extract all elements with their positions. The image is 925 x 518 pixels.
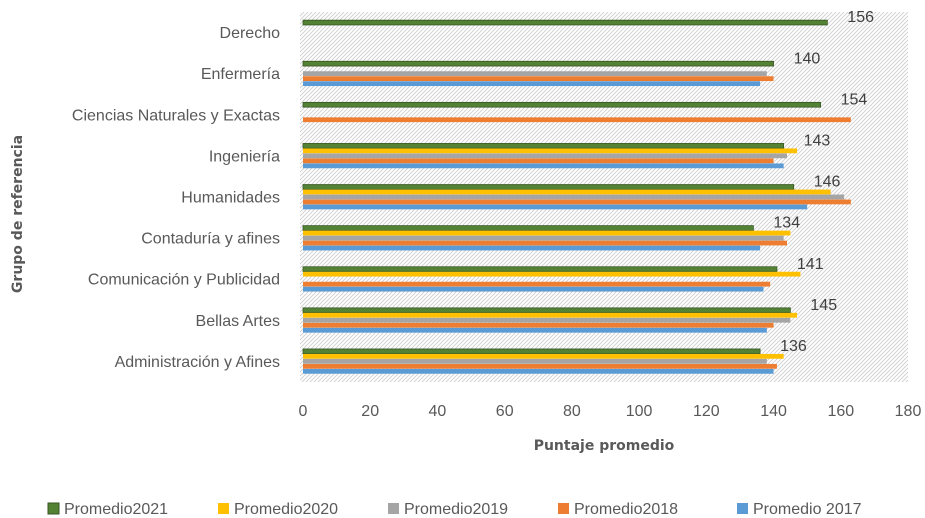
- x-tick-label: 0: [299, 403, 308, 420]
- bar-promedio2021-5: [302, 143, 785, 149]
- data-label: 136: [780, 338, 807, 355]
- data-label: 156: [847, 9, 874, 26]
- bar-promedio-2017-5: [303, 163, 784, 169]
- x-tick-label: 180: [895, 403, 922, 420]
- legend-swatch: [388, 503, 399, 514]
- category-label: Contaduría y afines: [141, 231, 280, 248]
- bar-promedio2018-3: [303, 240, 787, 246]
- bar-promedio2020-5: [303, 148, 798, 154]
- bar-promedio2021-7: [302, 60, 774, 67]
- legend-swatch: [47, 502, 60, 515]
- legend-label: Promedio2019: [404, 501, 508, 518]
- category-label: Ingeniería: [209, 148, 280, 165]
- x-tick-label: 40: [429, 403, 447, 420]
- data-label: 141: [797, 256, 824, 273]
- bar-promedio2018-0: [303, 363, 777, 369]
- bar-promedio2018-4: [303, 199, 851, 205]
- bar-promedio2018-6: [303, 117, 851, 123]
- legend: Promedio2021 Promedio2020 Promedio2019 Prom…: [47, 501, 862, 518]
- x-axis-title: Puntaje promedio: [534, 438, 675, 454]
- data-label: 145: [810, 297, 837, 314]
- x-tick-label: 100: [626, 403, 653, 420]
- legend-label: Promedio2018: [574, 501, 678, 518]
- bar-promedio2021-8: [302, 19, 828, 26]
- bar-promedio-2017-3: [303, 245, 761, 251]
- legend-swatch: [558, 503, 569, 514]
- x-tick-label: 60: [496, 403, 514, 420]
- data-label: 140: [794, 50, 821, 67]
- category-label: Derecho: [220, 25, 281, 42]
- data-labels: 136 145 141 134 146 143 154 140 156: [773, 9, 874, 355]
- category-label: Enfermería: [201, 66, 280, 83]
- legend-swatch: [737, 503, 748, 514]
- legend-label: Promedio 2017: [753, 501, 862, 518]
- category-label: Bellas Artes: [196, 313, 280, 330]
- bar-promedio2019-7: [303, 71, 767, 77]
- bar-promedio2018-2: [303, 281, 771, 287]
- data-label: 143: [804, 133, 831, 150]
- bar-promedio2019-4: [303, 194, 845, 200]
- bar-promedio2021-3: [302, 225, 754, 231]
- bar-promedio-2017-1: [303, 327, 767, 333]
- bar-promedio2020-4: [303, 189, 831, 195]
- bar-promedio2019-1: [303, 317, 791, 323]
- data-label: 146: [814, 174, 841, 191]
- bar-promedio-2017-2: [303, 286, 764, 292]
- x-tick-labels: 0 20 40 60 80 100 120 140 160 180: [299, 403, 922, 420]
- legend-label: Promedio2021: [64, 501, 168, 518]
- bar-promedio2018-5: [303, 158, 774, 164]
- bar-promedio2019-0: [303, 358, 767, 364]
- bar-promedio2021-1: [302, 307, 791, 314]
- x-tick-label: 140: [760, 403, 787, 420]
- bar-promedio-2017-0: [303, 368, 774, 374]
- x-tick-label: 80: [563, 403, 581, 420]
- bar-promedio2020-0: [303, 353, 784, 359]
- bar-promedio2020-1: [303, 312, 798, 318]
- category-label: Comunicación y Publicidad: [88, 272, 280, 289]
- bar-promedio2021-6: [302, 101, 822, 108]
- category-labels: Administración y Afines Bellas Artes Comun…: [72, 25, 280, 371]
- x-tick-label: 120: [693, 403, 720, 420]
- bar-promedio2021-0: [302, 348, 761, 355]
- bar-promedio2018-7: [303, 76, 774, 82]
- data-label: 134: [773, 215, 800, 232]
- bar-promedio-2017-7: [303, 81, 761, 87]
- legend-label: Promedio2020: [234, 501, 338, 518]
- category-label: Humanidades: [181, 190, 280, 207]
- bar-promedio2021-2: [302, 266, 778, 272]
- bar-promedio2019-3: [303, 235, 784, 241]
- bars-layer: [302, 19, 851, 374]
- bar-promedio2020-2: [303, 271, 801, 277]
- x-tick-label: 20: [361, 403, 379, 420]
- bar-promedio2020-3: [303, 230, 791, 236]
- bar-promedio2019-5: [303, 153, 787, 159]
- bar-promedio2018-1: [303, 322, 774, 328]
- legend-swatch: [218, 503, 229, 514]
- category-label: Ciencias Naturales y Exactas: [72, 107, 280, 124]
- data-label: 154: [841, 91, 868, 108]
- y-axis-title: Grupo de referencia: [10, 135, 26, 293]
- category-label: Administración y Afines: [115, 354, 280, 371]
- x-tick-label: 160: [827, 403, 854, 420]
- bar-promedio-2017-4: [303, 204, 808, 210]
- bar-promedio2021-4: [302, 184, 795, 190]
